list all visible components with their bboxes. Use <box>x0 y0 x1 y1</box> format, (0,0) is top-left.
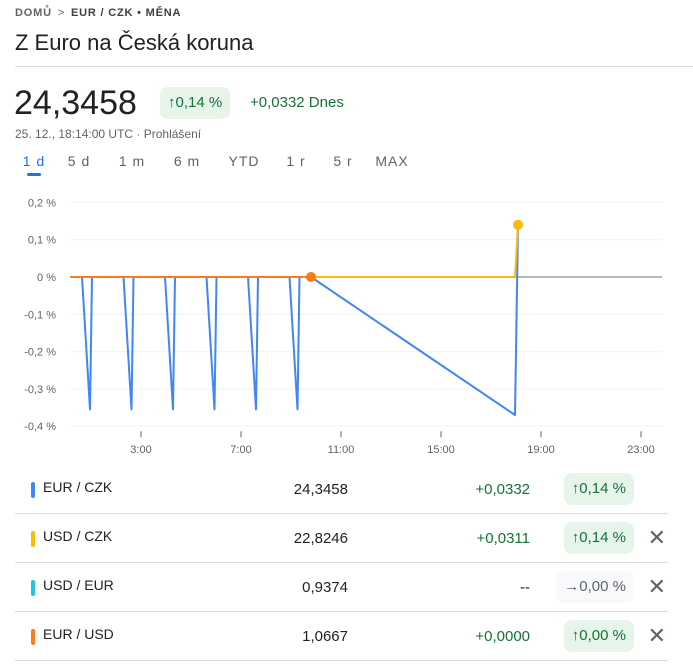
tab-max[interactable]: MAX <box>375 153 409 169</box>
pair-change: +0,0311 <box>476 530 530 547</box>
y-tick-label: -0,1 % <box>24 309 56 321</box>
pair-price: 0,9374 <box>302 579 348 596</box>
timestamp: 25. 12., 18:14:00 UTC · Prohlášení <box>15 127 202 141</box>
series-line-usd-czk <box>70 224 519 278</box>
divider <box>15 66 693 67</box>
y-tick-label: 0 % <box>37 272 56 284</box>
close-icon[interactable]: ✕ <box>647 574 666 599</box>
series-color-swatch <box>31 629 35 645</box>
range-tabs: 1 d 5 d 1 m 6 m YTD 1 r 5 r MAX <box>15 153 417 176</box>
tab-5r[interactable]: 5 r <box>333 153 353 169</box>
series-color-swatch <box>31 531 35 547</box>
y-tick-label: -0,2 % <box>24 347 56 359</box>
table-row[interactable]: EUR / CZK 24,3458 +0,0332 ↑0,14 % <box>15 465 668 514</box>
series-color-swatch <box>31 482 35 498</box>
y-tick-label: -0,4 % <box>24 421 56 433</box>
table-row[interactable]: USD / CZK 22,8246 +0,0311 ↑0,14 % ✕ <box>15 514 668 563</box>
pair-change: +0,0000 <box>475 628 530 645</box>
x-tick-label: 11:00 <box>328 444 355 455</box>
y-tick-label: 0,1 % <box>28 235 56 247</box>
pair-name[interactable]: EUR / CZK <box>43 479 113 495</box>
pair-change: +0,0332 <box>475 481 530 498</box>
y-tick-label: 0,2 % <box>28 197 56 209</box>
pair-change-percent-badge: ↑0,00 % <box>563 620 634 652</box>
tab-1r[interactable]: 1 r <box>286 153 306 169</box>
x-tick-label: 7:00 <box>230 444 251 455</box>
y-tick-label: -0,3 % <box>24 384 56 396</box>
pair-price: 24,3458 <box>293 481 348 498</box>
arrow-up-icon: ↑ <box>168 94 176 111</box>
x-tick-label: 19:00 <box>527 444 555 455</box>
series-line-eur-czk <box>70 224 519 417</box>
pair-price: 1,0667 <box>302 628 348 645</box>
pair-change-percent-badge: →0,00 % <box>556 571 634 603</box>
pair-change-percent-badge: ↑0,14 % <box>563 522 634 554</box>
tab-ytd[interactable]: YTD <box>228 153 260 169</box>
breadcrumb: DOMŮ > EUR / CZK • MĚNA <box>15 7 181 19</box>
close-icon[interactable]: ✕ <box>647 525 666 550</box>
x-tick-label: 3:00 <box>130 444 151 455</box>
price-chart[interactable]: 0,2 % 0,1 % 0 % -0,1 % -0,2 % -0,3 % -0,4 % 3:0… <box>0 190 693 455</box>
breadcrumb-current: EUR / CZK • MĚNA <box>71 7 182 19</box>
series-end-marker <box>513 219 523 230</box>
pair-name[interactable]: USD / EUR <box>43 577 114 593</box>
table-row[interactable]: EUR / USD 1,0667 +0,0000 ↑0,00 % ✕ <box>15 612 668 661</box>
tab-1d[interactable]: 1 d <box>15 153 53 176</box>
close-icon[interactable]: ✕ <box>647 623 666 648</box>
x-tick-label: 15:00 <box>427 444 455 455</box>
series-color-swatch <box>31 580 35 596</box>
pair-change-percent-badge: ↑0,14 % <box>563 473 634 505</box>
tab-6m[interactable]: 6 m <box>173 153 201 169</box>
tab-1m[interactable]: 1 m <box>118 153 146 169</box>
pair-change: -- <box>520 579 530 596</box>
pair-name[interactable]: USD / CZK <box>43 528 113 544</box>
page-title: Z Euro na Česká koruna <box>15 30 254 55</box>
pair-price: 22,8246 <box>293 530 348 547</box>
current-price: 24,3458 <box>14 84 137 122</box>
pair-name[interactable]: EUR / USD <box>43 626 114 642</box>
chevron-right-icon: > <box>57 7 66 19</box>
change-percent-badge: ↑0,14 % <box>160 87 231 119</box>
series-end-marker <box>306 272 316 282</box>
change-absolute: +0,0332 Dnes <box>250 94 344 111</box>
breadcrumb-home[interactable]: DOMŮ <box>15 7 52 19</box>
table-row[interactable]: USD / EUR 0,9374 -- →0,00 % ✕ <box>15 563 668 612</box>
x-tick-label: 23:00 <box>627 444 655 455</box>
tab-5d[interactable]: 5 d <box>67 153 91 169</box>
